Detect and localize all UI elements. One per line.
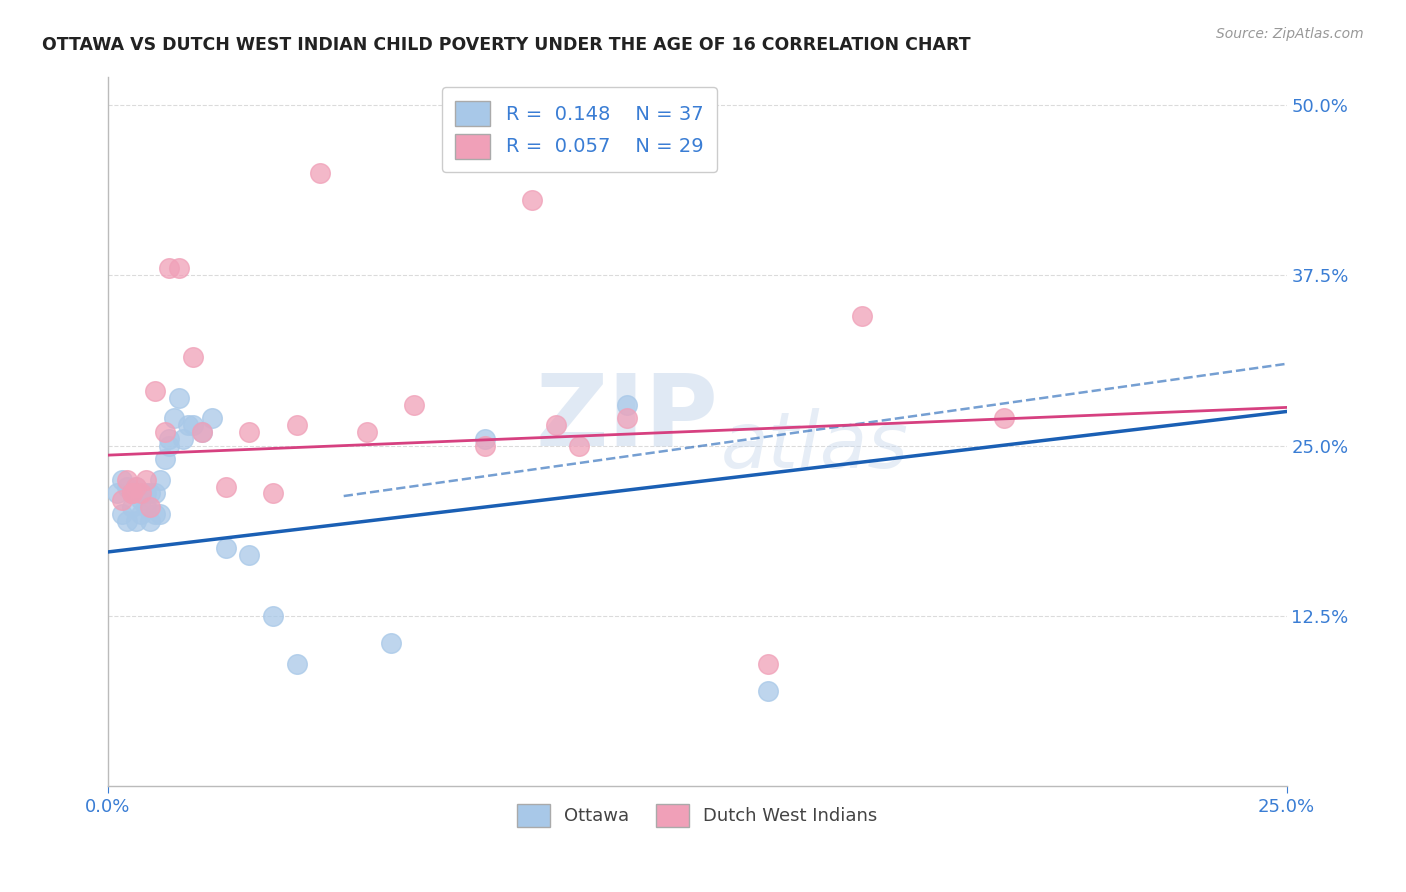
Point — [404, 398, 426, 412]
Point — [153, 452, 176, 467]
Point — [167, 391, 190, 405]
Point — [474, 432, 496, 446]
Point — [111, 473, 134, 487]
Point — [380, 636, 402, 650]
Point — [191, 425, 214, 439]
Point — [756, 684, 779, 698]
Point — [172, 432, 194, 446]
Point — [107, 486, 129, 500]
Point — [115, 514, 138, 528]
Text: Source: ZipAtlas.com: Source: ZipAtlas.com — [1216, 27, 1364, 41]
Point — [143, 384, 166, 398]
Point — [756, 657, 779, 671]
Point — [129, 486, 152, 500]
Point — [181, 418, 204, 433]
Point — [143, 486, 166, 500]
Point — [157, 439, 180, 453]
Point — [356, 425, 378, 439]
Point — [129, 507, 152, 521]
Point — [135, 486, 157, 500]
Point — [157, 261, 180, 276]
Point — [309, 166, 332, 180]
Point — [167, 261, 190, 276]
Point — [121, 500, 143, 514]
Text: atlas: atlas — [721, 409, 910, 484]
Point — [125, 514, 148, 528]
Point — [149, 473, 172, 487]
Point — [121, 486, 143, 500]
Point — [125, 479, 148, 493]
Point — [262, 486, 284, 500]
Point — [125, 479, 148, 493]
Point — [139, 486, 162, 500]
Point — [135, 473, 157, 487]
Point — [616, 411, 638, 425]
Point — [115, 479, 138, 493]
Legend: Ottawa, Dutch West Indians: Ottawa, Dutch West Indians — [510, 797, 884, 834]
Point — [181, 350, 204, 364]
Point — [115, 473, 138, 487]
Point — [993, 411, 1015, 425]
Point — [143, 507, 166, 521]
Point — [111, 493, 134, 508]
Point — [262, 609, 284, 624]
Point — [129, 493, 152, 508]
Point — [191, 425, 214, 439]
Point — [544, 418, 567, 433]
Point — [149, 507, 172, 521]
Point — [201, 411, 224, 425]
Point — [135, 500, 157, 514]
Point — [238, 548, 260, 562]
Text: OTTAWA VS DUTCH WEST INDIAN CHILD POVERTY UNDER THE AGE OF 16 CORRELATION CHART: OTTAWA VS DUTCH WEST INDIAN CHILD POVERT… — [42, 36, 970, 54]
Point — [238, 425, 260, 439]
Point — [851, 309, 873, 323]
Point — [121, 486, 143, 500]
Point — [285, 657, 308, 671]
Point — [139, 514, 162, 528]
Point — [177, 418, 200, 433]
Point — [215, 541, 238, 555]
Point — [121, 486, 143, 500]
Point — [215, 479, 238, 493]
Point — [111, 507, 134, 521]
Point — [157, 432, 180, 446]
Point — [474, 439, 496, 453]
Point — [285, 418, 308, 433]
Point — [616, 398, 638, 412]
Point — [522, 193, 544, 207]
Point — [163, 411, 186, 425]
Text: ZIP: ZIP — [536, 369, 718, 467]
Point — [139, 500, 162, 514]
Point — [568, 439, 591, 453]
Point — [153, 425, 176, 439]
